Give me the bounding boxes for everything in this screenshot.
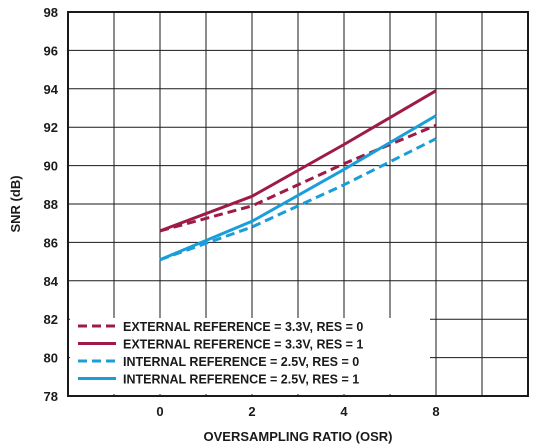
series-line [159,123,437,233]
y-tick-label: 82 [44,312,58,327]
y-tick-label: 94 [44,82,59,97]
x-tick-label: 4 [340,404,348,419]
x-tick-label: 2 [248,404,255,419]
y-tick-label: 84 [44,274,59,289]
legend-label: EXTERNAL REFERENCE = 3.3V, RES = 1 [123,338,363,352]
x-tick-label: 0 [156,404,163,419]
y-tick-label: 96 [44,43,58,58]
y-axis-title: SNR (dB) [8,175,23,232]
legend-label: INTERNAL REFERENCE = 2.5V, RES = 0 [123,355,359,369]
y-tick-label: 86 [44,235,58,250]
series-line [159,137,437,262]
legend-label: EXTERNAL REFERENCE = 3.3V, RES = 0 [123,320,363,334]
y-tick-label: 98 [44,5,58,20]
y-tick-label: 92 [44,120,58,135]
legend: EXTERNAL REFERENCE = 3.3V, RES = 0 EXTERN… [70,318,430,394]
series-lines [159,89,437,262]
y-tick-label: 78 [44,389,58,404]
plot-frame [67,11,529,397]
legend-label: INTERNAL REFERENCE = 2.5V, RES = 1 [123,373,359,387]
legend-background [70,318,430,394]
y-tick-labels: 78 80 82 84 86 88 90 92 94 96 98 [44,5,59,404]
y-tick-label: 80 [44,351,58,366]
x-tick-label: 8 [432,404,439,419]
y-tick-label: 90 [44,159,58,174]
y-tick-label: 88 [44,197,58,212]
series-line [159,89,437,233]
x-tick-labels: 0 2 4 8 [156,404,439,419]
series-line [159,114,437,262]
x-axis-title: OVERSAMPLING RATIO (OSR) [204,429,393,444]
